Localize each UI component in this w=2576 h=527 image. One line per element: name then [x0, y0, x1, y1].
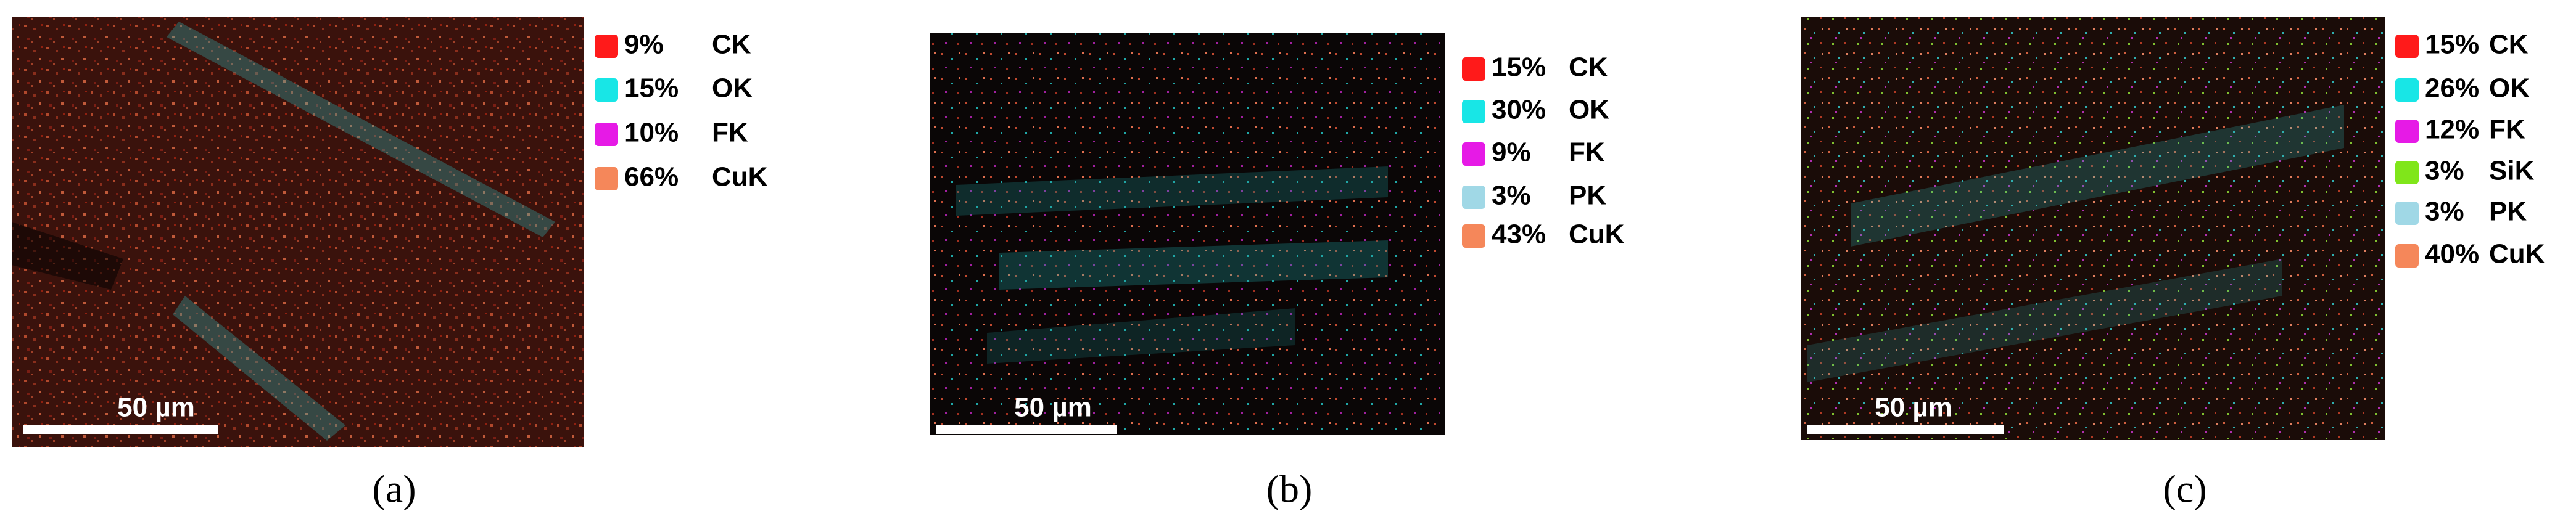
scale-bar-label: 50 µm: [1014, 393, 1092, 423]
legend-swatch: [2395, 120, 2419, 143]
legend-percent: 3%: [1492, 181, 1531, 211]
legend-element: CuK: [1569, 219, 1625, 250]
legend-percent: 43%: [1492, 219, 1546, 250]
legend-percent: 3%: [2425, 156, 2464, 186]
legend-swatch: [1462, 100, 1485, 123]
legend-element: CuK: [2489, 239, 2545, 269]
legend-percent: 40%: [2425, 239, 2479, 269]
legend-element: FK: [1569, 137, 1605, 168]
scale-bar: [1807, 425, 2004, 434]
legend-element: FK: [2489, 115, 2525, 145]
panel-caption: (b): [1266, 467, 1313, 511]
legend-swatch: [1462, 186, 1485, 209]
legend-percent: 30%: [1492, 95, 1546, 125]
panel-b-image: [930, 33, 1445, 435]
legend-swatch: [1462, 57, 1485, 81]
legend-swatch: [1462, 142, 1485, 166]
legend-percent: 9%: [1492, 137, 1531, 168]
panel-c-image: [1801, 17, 2385, 440]
scale-bar: [23, 425, 218, 434]
legend-swatch: [2395, 78, 2419, 102]
legend-percent: 9%: [624, 30, 664, 60]
legend-percent: 15%: [2425, 30, 2479, 60]
legend-element: CK: [1569, 52, 1608, 83]
legend-element: OK: [1569, 95, 1609, 125]
legend-element: FK: [712, 118, 748, 148]
scale-bar-label: 50 µm: [117, 393, 195, 423]
legend-element: PK: [1569, 181, 1606, 211]
legend-percent: 3%: [2425, 197, 2464, 227]
legend-percent: 12%: [2425, 115, 2479, 145]
legend-swatch: [2395, 244, 2419, 268]
panel-a-image: [12, 17, 584, 447]
legend-element: OK: [712, 73, 753, 104]
legend-percent: 66%: [624, 162, 679, 192]
legend-element: CK: [2489, 30, 2529, 60]
legend-element: SiK: [2489, 156, 2535, 186]
legend-element: CK: [712, 30, 751, 60]
legend-percent: 26%: [2425, 73, 2479, 104]
legend-element: PK: [2489, 197, 2527, 227]
legend-element: OK: [2489, 73, 2530, 104]
legend-swatch: [595, 78, 618, 102]
scale-bar: [936, 425, 1117, 434]
legend-percent: 10%: [624, 118, 679, 148]
legend-percent: 15%: [1492, 52, 1546, 83]
legend-swatch: [2395, 35, 2419, 58]
legend-percent: 15%: [624, 73, 679, 104]
scale-bar-label: 50 µm: [1875, 393, 1952, 423]
legend-swatch: [2395, 161, 2419, 184]
legend-swatch: [595, 167, 618, 190]
legend-swatch: [1462, 224, 1485, 248]
legend-swatch: [2395, 202, 2419, 225]
panel-caption: (c): [2163, 467, 2207, 511]
legend-element: CuK: [712, 162, 768, 192]
legend-swatch: [595, 35, 618, 58]
legend-swatch: [595, 123, 618, 146]
panel-caption: (a): [372, 467, 416, 511]
